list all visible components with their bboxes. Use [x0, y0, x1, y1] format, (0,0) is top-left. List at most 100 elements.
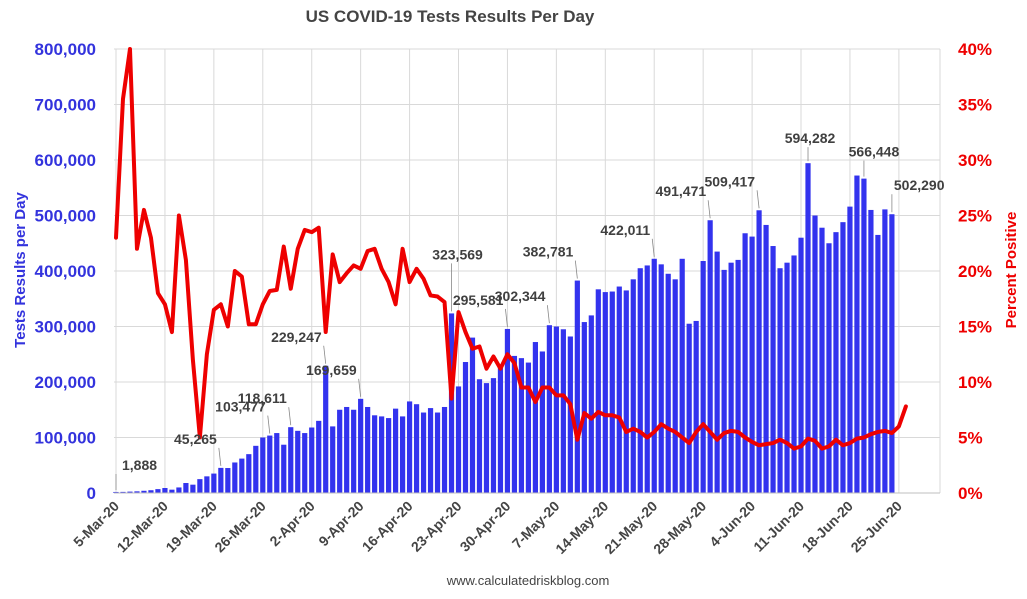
- bar: [434, 412, 441, 493]
- bar: [679, 258, 685, 493]
- bar: [595, 289, 601, 493]
- bar: [497, 365, 504, 493]
- bar: [176, 487, 182, 493]
- bar: [616, 286, 622, 493]
- left-tick-label: 800,000: [35, 40, 96, 59]
- bar: [483, 383, 490, 493]
- bar: [623, 290, 629, 493]
- bar: [113, 491, 119, 493]
- bar: [399, 416, 406, 493]
- bar: [861, 178, 867, 494]
- bar: [504, 328, 511, 493]
- data-label: 422,011: [600, 222, 650, 238]
- x-tick-label: 25-Jun-20: [847, 498, 905, 556]
- x-tick-label: 11-Jun-20: [750, 498, 807, 555]
- bar: [875, 234, 881, 494]
- bar: [469, 337, 476, 493]
- bar: [686, 323, 692, 493]
- bar: [441, 406, 448, 493]
- bar: [749, 236, 755, 493]
- bar: [665, 273, 671, 493]
- data-label: 1,888: [122, 457, 157, 473]
- bar: [532, 342, 538, 493]
- bar: [637, 268, 643, 493]
- x-tick-label: 30-Apr-20: [457, 498, 514, 555]
- right-tick-label: 25%: [958, 207, 992, 226]
- bar: [197, 479, 203, 493]
- bar: [546, 325, 552, 493]
- bar: [365, 406, 371, 493]
- bar: [672, 279, 678, 493]
- bar: [560, 329, 566, 493]
- data-label-leader: [218, 447, 222, 466]
- bar: [791, 255, 797, 493]
- bar: [351, 409, 357, 493]
- bar: [239, 458, 245, 493]
- bar: [148, 490, 154, 493]
- data-label-leader: [288, 407, 292, 426]
- bar: [204, 476, 210, 493]
- bar: [253, 445, 259, 493]
- left-tick-label: 100,000: [35, 429, 96, 448]
- bar: [358, 398, 364, 493]
- bar: [819, 227, 825, 493]
- data-label: 295,581: [453, 292, 504, 308]
- bar: [420, 412, 427, 493]
- line-series: [114, 47, 908, 451]
- bar: [854, 175, 860, 494]
- right-tick-label: 20%: [958, 262, 992, 281]
- bar: [211, 473, 217, 493]
- bar: [707, 220, 713, 494]
- bar: [309, 427, 315, 493]
- left-tick-label: 700,000: [35, 96, 96, 115]
- bar: [714, 251, 720, 493]
- bar: [728, 262, 734, 493]
- bar: [246, 454, 252, 493]
- bar: [274, 433, 280, 493]
- bar: [644, 265, 650, 493]
- bar: [805, 163, 811, 493]
- bar: [812, 215, 818, 493]
- data-label: 169,659: [306, 362, 357, 378]
- left-tick-label: 500,000: [35, 207, 96, 226]
- bar: [735, 259, 741, 493]
- bar: [120, 491, 126, 493]
- data-label-leader: [358, 378, 362, 397]
- data-label: 45,265: [174, 431, 217, 447]
- bar: [134, 491, 140, 493]
- bar: [288, 427, 294, 493]
- bar: [406, 401, 413, 493]
- bar: [693, 320, 699, 493]
- bar: [847, 206, 853, 493]
- left-tick-label: 400,000: [35, 262, 96, 281]
- bar: [393, 408, 399, 493]
- bar: [190, 484, 196, 493]
- bar: [742, 233, 748, 493]
- x-tick-label: 23-Apr-20: [408, 498, 465, 555]
- x-tick-label: 9-Apr-20: [315, 498, 367, 550]
- bar: [413, 404, 420, 493]
- bar: [462, 362, 469, 493]
- right-tick-label: 5%: [958, 429, 983, 448]
- left-axis-title: Tests Results per Day: [12, 192, 29, 348]
- bar: [581, 322, 587, 493]
- bar: [784, 262, 790, 493]
- bar-series: [113, 163, 895, 494]
- left-tick-label: 600,000: [35, 151, 96, 170]
- bar: [630, 279, 636, 493]
- data-label: 502,290: [894, 177, 945, 193]
- x-tick-label: 18-Jun-20: [799, 498, 857, 556]
- bar: [588, 315, 594, 493]
- bar: [798, 237, 804, 493]
- bar: [448, 313, 455, 493]
- source-credit: www.calculatedriskblog.com: [446, 573, 610, 588]
- data-label-leader: [323, 345, 327, 364]
- data-label-leader: [267, 415, 271, 434]
- bar: [518, 358, 525, 493]
- bar: [455, 386, 462, 493]
- bar: [427, 408, 434, 493]
- bar: [281, 444, 287, 493]
